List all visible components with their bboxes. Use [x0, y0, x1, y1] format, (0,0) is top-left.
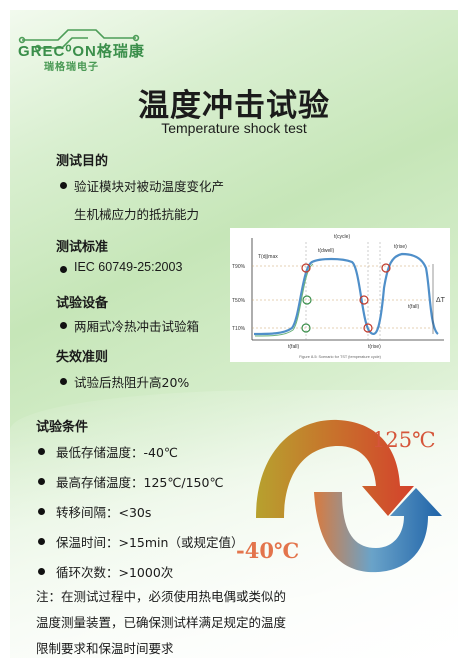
cold-temperature-label: -40℃ [236, 538, 300, 563]
diagram-marker [302, 295, 312, 305]
bullet-icon [38, 478, 45, 485]
temperature-profile-diagram: T(dj)max t(cycle) t(dwell) T90% T50% T10… [230, 228, 450, 362]
diagram-label-tfall: t(fall) [408, 304, 419, 310]
bullet-icon [38, 538, 45, 545]
standard-heading: 测试标准 [56, 240, 109, 255]
diagram-caption: Figure 8-5: Scenario for TST (temperatur… [299, 355, 381, 359]
diagram-marker [363, 323, 373, 333]
equipment-item: 两厢式冷热冲击试验箱 [74, 319, 200, 334]
diagram-marker [359, 295, 369, 305]
standard-item: IEC 60749-25:2003 [74, 260, 183, 274]
purpose-line-1: 验证模块对被动温度变化产 [74, 179, 225, 194]
failure-item: 试验后热阻升高20% [74, 375, 190, 390]
hot-arrow-icon [256, 419, 414, 518]
diagram-label-tcycle: t(cycle) [334, 234, 350, 240]
purpose-heading: 测试目的 [56, 154, 109, 169]
diagram-label-trise-bottom: t(rise) [368, 344, 381, 350]
diagram-label-trise: t(rise) [394, 244, 407, 250]
diagram-label-tfall-bottom: t(fall) [288, 344, 299, 350]
diagram-label-t10: T10% [232, 326, 246, 332]
bullet-icon [60, 182, 67, 189]
diagram-marker [301, 263, 311, 273]
bullet-icon [60, 378, 67, 385]
note-line-3: 限制要求和保温时间要求 [36, 641, 174, 656]
note-line-2: 温度测量装置，已确保测试样满足规定的温度 [36, 615, 287, 630]
condition-transfer: 转移间隔：<30s [56, 505, 152, 520]
condition-max-temp: 最高存储温度：125℃/150℃ [56, 475, 224, 490]
logo-subtitle: 瑞格瑞电子 [44, 62, 99, 73]
hot-temperature-label: 125℃ [372, 428, 436, 452]
temperature-cycle-arrows-icon [256, 419, 442, 573]
background-wave [10, 390, 458, 658]
diagram-label-dt: ΔT [436, 297, 446, 304]
condition-cycles: 循环次数：>1000次 [56, 565, 174, 580]
diagram-label-t50: T50% [232, 298, 246, 304]
condition-min-temp: 最低存储温度：-40℃ [56, 445, 178, 460]
failure-heading: 失效准则 [56, 350, 109, 365]
conditions-heading: 试验条件 [36, 420, 89, 435]
bullet-icon [38, 568, 45, 575]
bullet-icon [38, 508, 45, 515]
page-subtitle: Temperature shock test [161, 120, 307, 136]
diagram-label-tmax: T(dj)max [258, 254, 278, 260]
bullet-icon [60, 266, 67, 273]
diagram-label-t90: T90% [232, 264, 246, 270]
logo-circuit-icon [18, 29, 140, 52]
note-line-1: 注：在测试过程中，必须使用热电偶或类似的 [36, 589, 287, 604]
page-title: 温度冲击试验 [138, 88, 330, 124]
poster: GREC⁰ON格瑞康 瑞格瑞电子 温度冲击试验 Temperature shoc… [10, 10, 458, 658]
bullet-icon [38, 448, 45, 455]
purpose-line-2: 生机械应力的抵抗能力 [74, 207, 200, 222]
bullet-icon [60, 322, 67, 329]
condition-dwell: 保温时间：>15min（或规定值） [56, 535, 244, 550]
diagram-label-tdwell: t(dwell) [318, 248, 334, 254]
logo-brand: GREC⁰ON格瑞康 [18, 43, 145, 60]
diagram-marker [301, 323, 311, 333]
diagram-marker [381, 263, 391, 273]
cold-arrow-icon [314, 488, 442, 573]
equipment-heading: 试验设备 [56, 296, 109, 311]
